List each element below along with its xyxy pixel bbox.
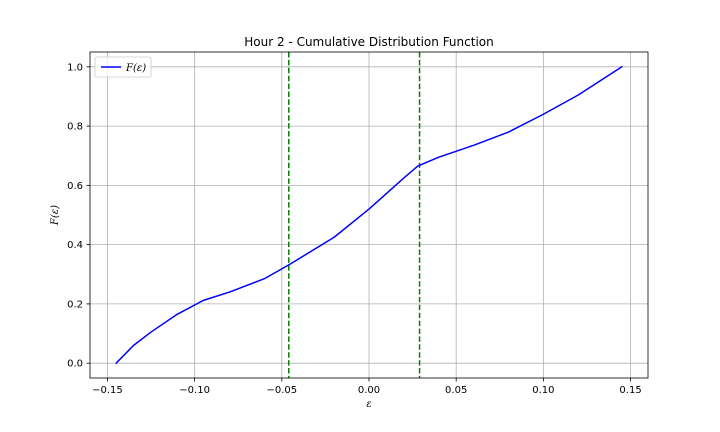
y-tick-label: 0.2 — [67, 299, 83, 310]
legend-box — [94, 56, 152, 78]
x-tick-label: 0.00 — [358, 385, 380, 396]
cdf-series-line — [115, 65, 623, 365]
legend-entry-label: F(ε) — [125, 63, 146, 74]
x-tick-label: 0.05 — [445, 385, 467, 396]
legend: F(ε) — [94, 56, 152, 78]
tick-layer: −0.15 −0.10 −0.05 0.00 0.05 0.10 0.15 0.0 0.2 0.4… — [67, 62, 642, 396]
y-tick-label: 0.8 — [67, 122, 83, 133]
x-tick-label: −0.10 — [179, 385, 210, 396]
y-axis-title: F(ε) — [50, 205, 61, 226]
x-axis-title: ε — [366, 399, 371, 410]
y-tick-label: 1.0 — [67, 62, 83, 73]
vertical-lines-layer — [288, 52, 421, 378]
x-tick-label: −0.05 — [266, 385, 297, 396]
x-tick-label: −0.15 — [92, 385, 123, 396]
chart-title: Hour 2 - Cumulative Distribution Functio… — [244, 35, 493, 49]
y-tick-label: 0.4 — [67, 240, 83, 251]
y-tick-label: 0.0 — [67, 359, 83, 370]
grid-layer — [90, 52, 648, 378]
x-tick-label: 0.15 — [619, 385, 641, 396]
series-layer — [115, 65, 623, 365]
y-tick-label: 0.6 — [67, 181, 83, 192]
x-tick-label: 0.10 — [532, 385, 554, 396]
